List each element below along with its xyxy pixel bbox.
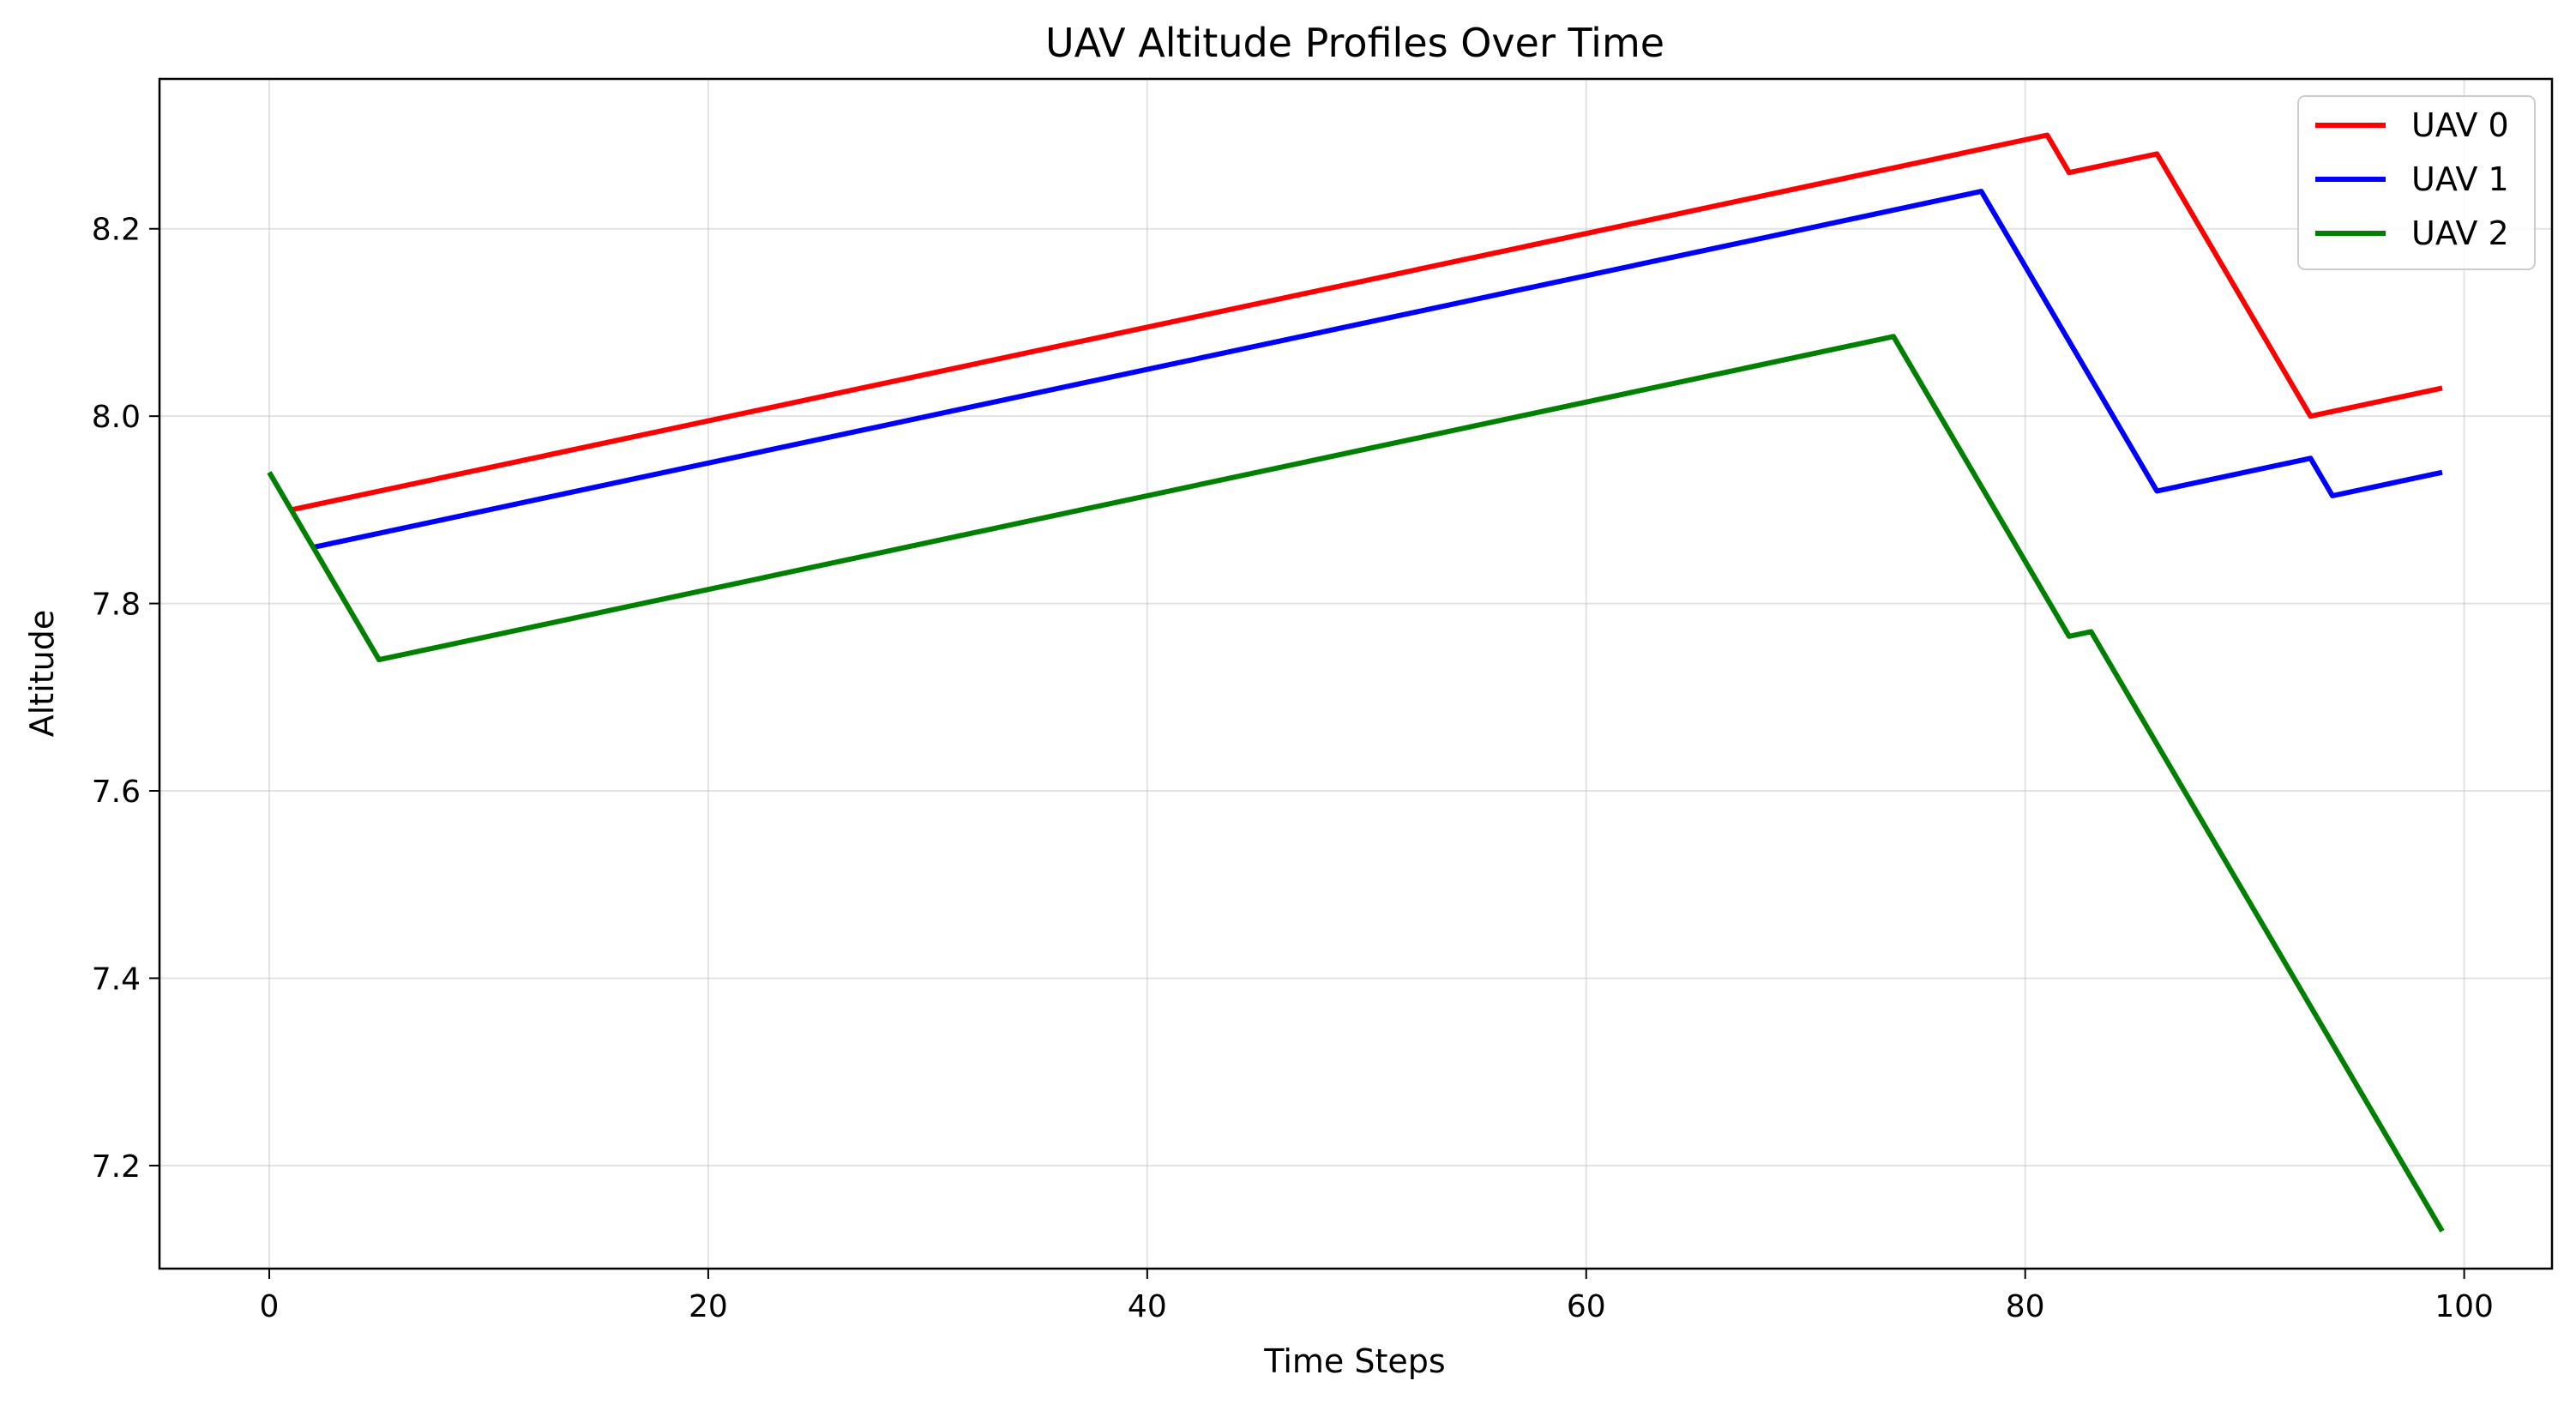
grid-lines (159, 79, 2552, 1269)
chart-title: UAV Altitude Profiles Over Time (1045, 20, 1664, 66)
y-tick-label: 8.2 (92, 213, 141, 248)
legend-label-uav-1: UAV 1 (2411, 160, 2509, 198)
y-tick-label: 8.0 (92, 400, 141, 435)
x-tick-label: 0 (260, 1289, 280, 1324)
series-line-uav-2 (267, 334, 2445, 1233)
x-tick-label: 100 (2435, 1289, 2494, 1324)
y-axis-label: Altitude (23, 610, 61, 738)
y-tick-label: 7.4 (92, 962, 141, 997)
series-line-uav-0 (290, 132, 2443, 513)
y-axis: 7.2 7.4 7.6 7.8 8.0 8.2 (92, 213, 159, 1185)
x-tick-label: 20 (689, 1289, 728, 1324)
legend: UAV 0 UAV 1 UAV 2 (2297, 95, 2536, 270)
x-axis-label: Time Steps (1263, 1342, 1445, 1380)
series-lines (267, 132, 2445, 1233)
plot-frame (158, 77, 2554, 1270)
legend-label-uav-0: UAV 0 (2411, 106, 2509, 144)
y-tick-label: 7.8 (92, 588, 141, 623)
y-tick-label: 7.2 (92, 1149, 141, 1185)
y-tick-label: 7.6 (92, 775, 141, 810)
x-axis: 0 20 40 60 80 100 (260, 1269, 2494, 1324)
series-line-uav-1 (312, 189, 2443, 551)
x-tick-label: 60 (1567, 1289, 1606, 1324)
legend-box (2297, 95, 2536, 270)
x-tick-label: 40 (1128, 1289, 1167, 1324)
x-tick-label: 80 (2006, 1289, 2045, 1324)
legend-label-uav-2: UAV 2 (2411, 214, 2509, 252)
